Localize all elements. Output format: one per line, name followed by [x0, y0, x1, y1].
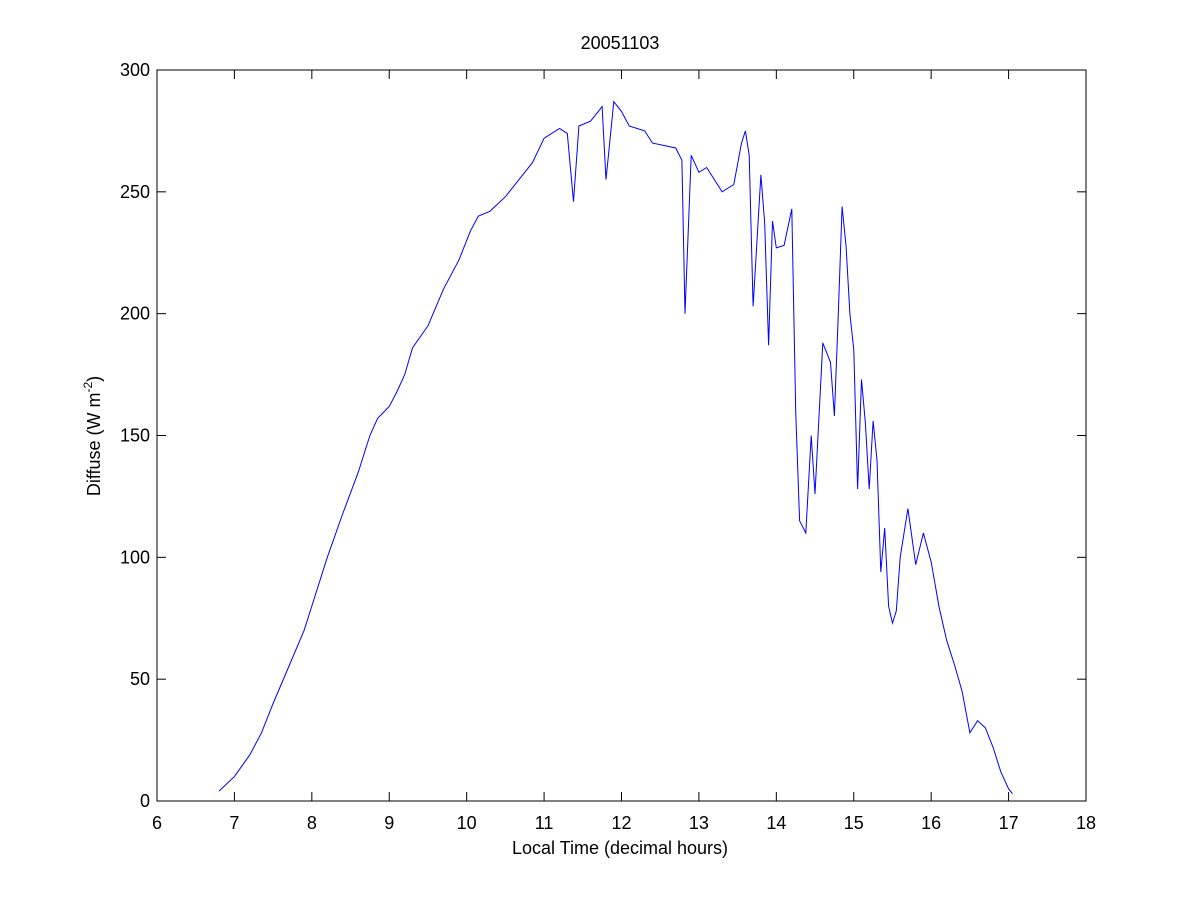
y-tick-label: 0	[140, 791, 150, 811]
x-tick-label: 12	[611, 813, 631, 833]
y-tick-label: 150	[120, 426, 150, 446]
x-axis-ticks: 6 7 8 9 10 11 12 13 14 15 16 17 18	[152, 70, 1096, 833]
x-tick-label: 9	[384, 813, 394, 833]
chart-title: 20051103	[581, 33, 660, 53]
x-axis-title: Local Time (decimal hours)	[512, 838, 728, 858]
y-axis-ticks: 0 50 100 150 200 250 300	[120, 60, 1086, 811]
y-axis-title: Diffuse (W m-2)	[81, 376, 104, 496]
x-tick-label: 8	[307, 813, 317, 833]
y-axis-title-close: )	[84, 376, 104, 382]
x-tick-label: 10	[457, 813, 477, 833]
y-tick-label: 100	[120, 547, 150, 567]
x-tick-label: 16	[921, 813, 941, 833]
x-tick-label: 14	[766, 813, 786, 833]
x-tick-label: 15	[844, 813, 864, 833]
x-tick-label: 7	[229, 813, 239, 833]
y-tick-label: 250	[120, 182, 150, 202]
y-tick-label: 50	[130, 669, 150, 689]
y-tick-label: 200	[120, 304, 150, 324]
x-tick-label: 11	[535, 813, 554, 833]
series-line	[218, 100, 1013, 795]
x-tick-label: 6	[152, 813, 162, 833]
y-tick-label: 300	[120, 60, 150, 80]
y-axis-title-main: Diffuse (W m	[84, 392, 104, 496]
x-tick-label: 13	[689, 813, 709, 833]
plot-area-frame	[156, 69, 1087, 802]
y-axis-title-superscript: -2	[81, 381, 95, 392]
x-tick-label: 18	[1076, 813, 1096, 833]
x-tick-label: 17	[999, 813, 1019, 833]
